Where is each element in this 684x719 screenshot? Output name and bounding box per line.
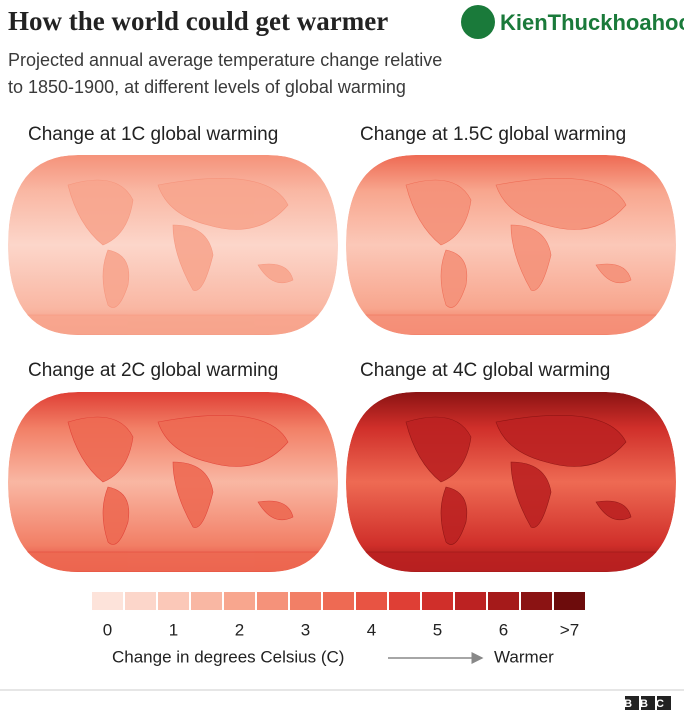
watermark: KienThuckhoahoc.org <box>500 10 684 35</box>
map <box>346 155 676 335</box>
legend-label: 1 <box>169 620 178 639</box>
panel-title: Change at 2C global warming <box>28 360 278 381</box>
legend-swatch <box>323 592 354 610</box>
map-land <box>8 314 338 335</box>
legend-swatch <box>92 592 123 610</box>
legend-swatch <box>356 592 387 610</box>
map-land <box>157 178 289 230</box>
map-land <box>67 416 134 483</box>
legend-swatch <box>158 592 189 610</box>
map-ocean <box>346 392 676 572</box>
map-land <box>102 486 130 545</box>
map-land <box>440 486 468 545</box>
map-land <box>595 500 632 521</box>
map-land <box>102 249 130 308</box>
legend-label: 2 <box>235 620 244 639</box>
subtitle: to 1850-1900, at different levels of glo… <box>8 77 406 97</box>
legend-swatch <box>125 592 156 610</box>
watermark-icon <box>461 5 495 39</box>
map-land <box>495 415 627 467</box>
legend-swatch <box>191 592 222 610</box>
legend-swatch <box>455 592 486 610</box>
map-land <box>495 178 627 230</box>
map-land <box>257 500 294 521</box>
logo-box <box>657 696 671 710</box>
map-land <box>157 415 289 467</box>
map-grid <box>8 155 676 572</box>
map-land <box>257 263 294 284</box>
legend-label: 0 <box>103 620 112 639</box>
map-ocean <box>8 392 338 572</box>
legend-axis-label: Change in degrees Celsius (C) <box>112 647 344 666</box>
legend-swatch <box>389 592 420 610</box>
map <box>8 155 338 335</box>
panel-title: Change at 1C global warming <box>28 124 278 145</box>
legend-swatch <box>257 592 288 610</box>
logo: BBC <box>624 698 672 710</box>
map-land <box>440 249 468 308</box>
legend-swatch <box>224 592 255 610</box>
legend-swatch <box>290 592 321 610</box>
legend-swatch <box>488 592 519 610</box>
legend-swatch <box>521 592 552 610</box>
map-land <box>346 314 676 335</box>
legend-label: 4 <box>367 620 376 639</box>
map-land <box>405 416 472 483</box>
map-land <box>595 263 632 284</box>
panel-title: Change at 1.5C global warming <box>360 124 626 145</box>
legend-direction: Warmer <box>494 647 554 666</box>
subtitle: Projected annual average temperature cha… <box>8 50 442 70</box>
panel-title: Change at 4C global warming <box>360 360 610 381</box>
logo-box <box>641 696 655 710</box>
map-land <box>510 224 552 291</box>
map-land <box>172 461 214 528</box>
map <box>346 392 676 572</box>
legend-label: 3 <box>301 620 310 639</box>
legend-label: >7 <box>560 620 579 639</box>
map-ocean <box>346 155 676 335</box>
legend-label: 5 <box>433 620 442 639</box>
map-land <box>510 461 552 528</box>
map-ocean <box>8 155 338 335</box>
map-land <box>172 224 214 291</box>
title: How the world could get warmer <box>8 6 388 36</box>
map-land <box>8 551 338 572</box>
map-land <box>405 179 472 246</box>
map-land <box>346 551 676 572</box>
legend-swatch <box>422 592 453 610</box>
map <box>8 392 338 572</box>
legend: 0 1 2 3 4 5 6 >7 Change in degrees Celsius (C) Wa… <box>92 592 585 666</box>
legend-label: 6 <box>499 620 508 639</box>
legend-swatch <box>554 592 585 610</box>
logo-box <box>625 696 639 710</box>
map-land <box>67 179 134 246</box>
